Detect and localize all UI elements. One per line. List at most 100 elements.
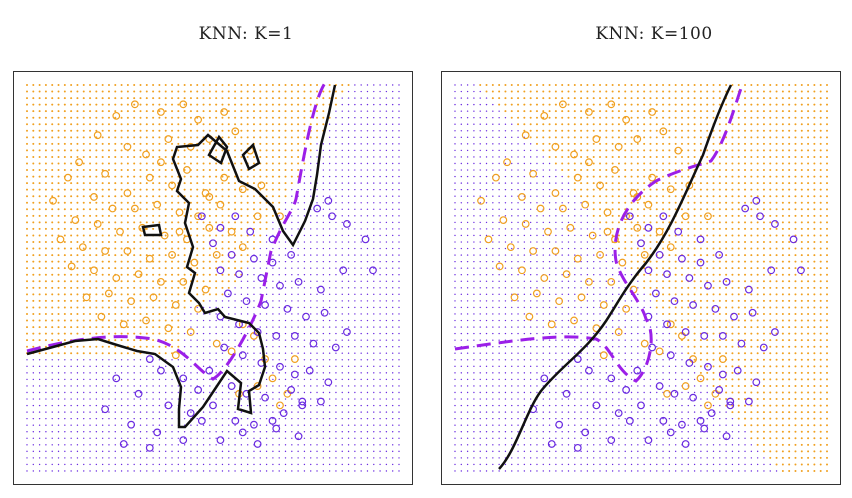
grid-dot (26, 411, 28, 413)
grid-dot (38, 332, 41, 335)
grid-dot (253, 424, 255, 426)
blue-data-point (287, 386, 296, 394)
grid-dot (335, 241, 337, 243)
grid-dot (567, 437, 570, 439)
grid-dot (460, 359, 463, 361)
grid-dot (278, 398, 280, 400)
grid-dot (208, 110, 211, 113)
grid-dot (190, 463, 192, 466)
grid-dot (335, 195, 337, 197)
grid-dot (473, 313, 475, 315)
grid-dot (101, 97, 104, 100)
grid-dot (574, 195, 576, 197)
grid-dot (347, 431, 350, 433)
grid-dot (354, 195, 356, 197)
grid-dot (529, 398, 532, 400)
grid-dot (328, 457, 331, 459)
grid-dot (291, 411, 293, 413)
blue-data-point (276, 362, 284, 371)
grid-dot (341, 234, 343, 237)
grid-dot (234, 267, 237, 270)
grid-dot (215, 359, 217, 361)
grid-dot (385, 417, 388, 420)
grid-dot (322, 247, 325, 250)
grid-dot (322, 431, 325, 433)
grid-dot (101, 306, 104, 309)
grid-dot (523, 188, 526, 191)
grid-dot (164, 319, 167, 322)
grid-dot (234, 188, 237, 191)
grid-dot (473, 398, 475, 400)
grid-dot (177, 247, 180, 250)
grid-dot (341, 326, 343, 328)
grid-dot (38, 450, 41, 453)
grid-dot (554, 103, 557, 106)
grid-dot (542, 123, 545, 126)
grid-dot (310, 352, 312, 354)
grid-dot (133, 450, 135, 453)
grid-dot (328, 143, 331, 145)
grid-dot (379, 339, 381, 341)
grid-dot (259, 97, 262, 100)
grid-dot (548, 202, 551, 204)
grid-dot (227, 136, 230, 139)
grid-dot (347, 260, 350, 263)
grid-dot (341, 123, 343, 125)
orange-data-point (231, 127, 240, 136)
grid-dot (44, 182, 47, 185)
grid-dot (466, 470, 469, 472)
grid-dot (57, 175, 60, 178)
grid-dot (379, 110, 381, 112)
grid-dot (120, 378, 123, 381)
grid-dot (246, 326, 249, 328)
grid-dot (70, 332, 73, 335)
grid-dot (196, 267, 199, 270)
grid-dot (265, 300, 268, 302)
grid-dot (354, 398, 356, 400)
grid-dot (202, 103, 205, 106)
grid-dot (341, 267, 343, 269)
grid-dot (511, 300, 513, 302)
grid-dot (504, 110, 507, 113)
grid-dot (259, 424, 261, 426)
grid-dot (303, 247, 306, 250)
grid-dot (491, 97, 494, 100)
grid-dot (89, 155, 92, 158)
grid-dot (398, 175, 400, 178)
grid-dot (303, 182, 306, 184)
grid-dot (542, 300, 544, 302)
grid-dot (171, 457, 173, 459)
grid-dot (272, 306, 274, 309)
grid-dot (240, 287, 243, 289)
grid-dot (542, 221, 544, 224)
grid-dot (38, 417, 41, 420)
grid-dot (158, 398, 161, 400)
grid-dot (523, 398, 526, 400)
grid-dot (385, 398, 388, 400)
grid-dot (265, 385, 268, 387)
grid-dot (120, 404, 123, 407)
grid-dot (529, 143, 532, 145)
grid-dot (536, 202, 538, 204)
grid-dot (454, 130, 456, 132)
grid-dot (354, 332, 356, 335)
grid-dot (316, 450, 318, 453)
grid-dot (215, 306, 217, 309)
grid-dot (278, 417, 280, 420)
grid-dot (335, 162, 337, 165)
grid-dot (536, 339, 538, 341)
grid-dot (145, 116, 148, 119)
grid-dot (454, 280, 456, 282)
grid-dot (51, 142, 54, 145)
grid-dot (504, 103, 507, 106)
grid-dot (536, 254, 538, 256)
grid-dot (278, 359, 280, 361)
grid-dot (234, 149, 237, 152)
grid-dot (523, 352, 526, 354)
grid-dot (391, 431, 394, 433)
grid-dot (202, 313, 205, 315)
grid-dot (473, 345, 475, 348)
grid-dot (498, 470, 500, 472)
grid-dot (240, 437, 243, 439)
grid-dot (259, 116, 262, 119)
